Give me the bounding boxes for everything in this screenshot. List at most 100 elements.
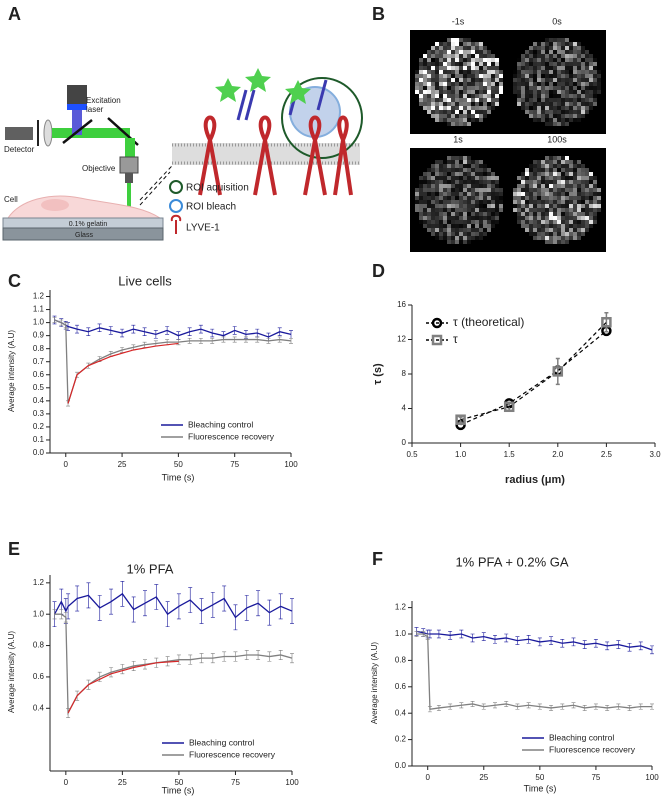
pixel xyxy=(455,192,459,196)
pixel xyxy=(427,176,431,180)
pixel xyxy=(537,98,541,102)
pixel xyxy=(455,236,459,240)
pixel xyxy=(545,106,549,110)
pixel xyxy=(553,236,557,240)
pixel xyxy=(475,90,479,94)
pixel xyxy=(553,90,557,94)
pixel xyxy=(521,172,525,176)
pixel xyxy=(569,54,573,58)
pixel xyxy=(529,168,533,172)
pixel xyxy=(541,102,545,106)
pixel xyxy=(549,74,553,78)
x-tick-label: 50 xyxy=(174,778,183,787)
pixel xyxy=(561,50,565,54)
pixel xyxy=(463,220,467,224)
pixel xyxy=(565,212,569,216)
pixel xyxy=(537,164,541,168)
pixel xyxy=(545,122,549,126)
pixel xyxy=(593,220,597,224)
pixel xyxy=(495,184,499,188)
pixel xyxy=(549,220,553,224)
y-tick-label: 0.6 xyxy=(33,672,45,681)
roi-acquisition xyxy=(281,77,363,159)
pixel xyxy=(499,188,503,192)
pixel xyxy=(439,184,443,188)
pixel xyxy=(537,90,541,94)
pixel xyxy=(513,70,517,74)
pixel xyxy=(463,58,467,62)
pixel xyxy=(451,66,455,70)
pixel xyxy=(593,82,597,86)
pixel xyxy=(479,168,483,172)
pixel xyxy=(549,196,553,200)
pixel xyxy=(443,58,447,62)
pixel xyxy=(529,90,533,94)
pixel xyxy=(565,74,569,78)
pixel xyxy=(467,212,471,216)
pixel xyxy=(431,82,435,86)
pixel xyxy=(419,192,423,196)
pixel xyxy=(467,98,471,102)
pixel xyxy=(577,82,581,86)
pixel xyxy=(491,204,495,208)
pixel xyxy=(537,62,541,66)
diagram-legend: ROI bleach xyxy=(186,202,236,213)
pixel xyxy=(439,70,443,74)
pixel xyxy=(451,86,455,90)
pixel xyxy=(443,176,447,180)
pixel xyxy=(451,228,455,232)
pixel xyxy=(585,54,589,58)
pixel xyxy=(565,196,569,200)
pixel xyxy=(463,204,467,208)
pixel xyxy=(487,180,491,184)
pixel xyxy=(569,58,573,62)
error-bar xyxy=(555,357,560,386)
pixel xyxy=(521,74,525,78)
pixel xyxy=(427,224,431,228)
pixel xyxy=(455,106,459,110)
pixel xyxy=(521,102,525,106)
pixel xyxy=(427,168,431,172)
pixel xyxy=(589,78,593,82)
pixel xyxy=(451,156,455,160)
pixel xyxy=(479,208,483,212)
pixel xyxy=(537,216,541,220)
pixel xyxy=(427,220,431,224)
diagram-label: Objective xyxy=(82,164,116,173)
pixel xyxy=(467,164,471,168)
pixel xyxy=(463,118,467,122)
pixel xyxy=(423,90,427,94)
pixel xyxy=(459,62,463,66)
pixel xyxy=(581,180,585,184)
panel-label: F xyxy=(372,549,383,569)
pixel xyxy=(565,204,569,208)
pixel xyxy=(569,110,573,114)
nucleus xyxy=(41,199,69,211)
pixel xyxy=(541,196,545,200)
pixel xyxy=(525,62,529,66)
pixel xyxy=(525,74,529,78)
legend-label: τ (theoretical) xyxy=(453,315,524,329)
pixel xyxy=(517,184,521,188)
pixel xyxy=(553,224,557,228)
pixel xyxy=(471,46,475,50)
pixel xyxy=(435,70,439,74)
pixel xyxy=(545,208,549,212)
pixel xyxy=(565,160,569,164)
pixel xyxy=(545,196,549,200)
pixel xyxy=(487,94,491,98)
pixel xyxy=(415,204,419,208)
pixel xyxy=(471,204,475,208)
pixel xyxy=(557,204,561,208)
pixel xyxy=(483,180,487,184)
pixel xyxy=(447,122,451,126)
pixel xyxy=(525,106,529,110)
pixel xyxy=(545,58,549,62)
pixel xyxy=(533,188,537,192)
pixel xyxy=(479,78,483,82)
pixel xyxy=(581,90,585,94)
pixel xyxy=(435,46,439,50)
pixel xyxy=(427,66,431,70)
pixel xyxy=(447,94,451,98)
legend-marker xyxy=(431,334,443,346)
